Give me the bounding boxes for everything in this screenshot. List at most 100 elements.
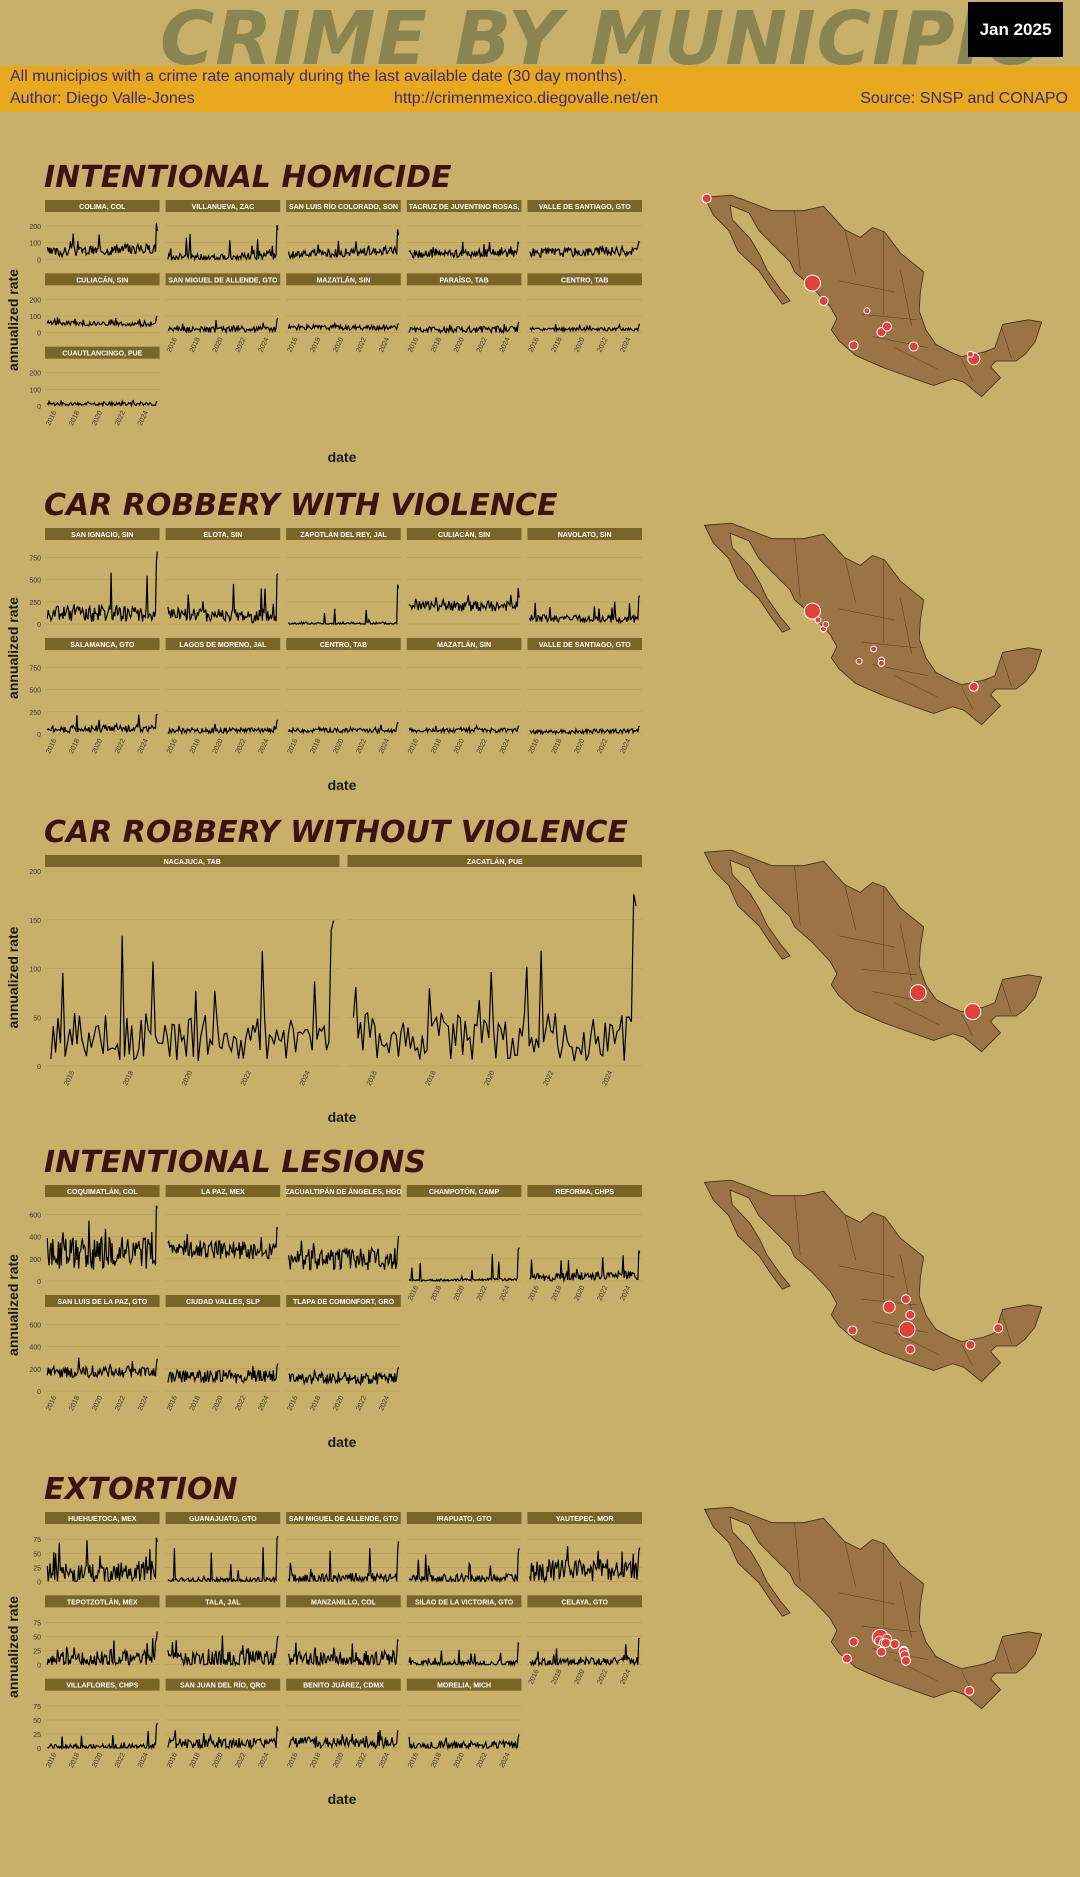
panel-label: SAN JUAN DEL RÍO, QRO bbox=[180, 1681, 266, 1690]
x-tick-label: 2024 bbox=[601, 1070, 614, 1087]
section-chart: annualized rate date COLIMA, COL 0 100 200 VIL… bbox=[5, 193, 1043, 465]
x-tick-label: 2016 bbox=[166, 1752, 179, 1769]
panel-strip bbox=[527, 528, 642, 540]
map-marker bbox=[822, 620, 830, 628]
section-chart: annualized rate date SAN IGNACIO, SIN 0 250 5… bbox=[5, 522, 1043, 793]
state-border bbox=[839, 280, 895, 293]
x-tick-label: 2024 bbox=[378, 1395, 391, 1412]
panel-label: SALAMANCA, GTO bbox=[70, 642, 135, 649]
y-tick-label: 0 bbox=[37, 1579, 41, 1586]
panel-label: COLIMA, COL bbox=[79, 204, 126, 211]
x-tick-label: 2022 bbox=[543, 1070, 556, 1087]
state-border bbox=[844, 557, 857, 604]
x-tick-label: 2022 bbox=[235, 738, 248, 755]
state-border bbox=[961, 686, 973, 710]
source-credit: Source: SNSP and CONAPO bbox=[860, 90, 1068, 107]
series-line bbox=[46, 1205, 158, 1270]
map-marker bbox=[877, 659, 885, 667]
state-border bbox=[961, 1343, 973, 1367]
panel-strip bbox=[406, 528, 522, 540]
panel-label: LAGOS DE MORENO, JAL bbox=[179, 642, 267, 649]
x-tick-label: 2024 bbox=[137, 1752, 150, 1769]
x-tick-label: 2016 bbox=[528, 336, 541, 353]
series-line bbox=[408, 723, 520, 735]
date-badge: Jan 2025 bbox=[968, 2, 1063, 57]
map-land bbox=[703, 1506, 1043, 1710]
x-tick-label: 2018 bbox=[309, 1752, 322, 1769]
state-border bbox=[844, 229, 857, 276]
x-tick-label: 2020 bbox=[91, 410, 104, 427]
panel-strip bbox=[45, 528, 160, 540]
panel-label: NAVOLATO, SIN bbox=[558, 532, 612, 539]
x-tick-label: 2016 bbox=[45, 1752, 58, 1769]
panel-strip bbox=[527, 273, 642, 286]
y-tick-label: 200 bbox=[29, 297, 41, 304]
panel-strip bbox=[165, 1595, 281, 1608]
panel-label: CULIACÁN, SIN bbox=[438, 530, 490, 539]
x-tick-label: 2024 bbox=[258, 336, 271, 353]
x-tick-label: 2018 bbox=[309, 1395, 322, 1412]
panel-strip bbox=[165, 1678, 281, 1691]
x-tick-label: 2024 bbox=[619, 336, 632, 353]
series-line bbox=[46, 222, 158, 259]
panel-label: YAUTEPEC, MOR bbox=[556, 1516, 614, 1523]
panel-label: PARAÍSO, TAB bbox=[440, 275, 489, 284]
map-marker bbox=[881, 321, 892, 332]
state-border bbox=[1001, 1639, 1012, 1671]
series-line bbox=[46, 1631, 158, 1667]
panel-strip bbox=[406, 200, 522, 212]
source-url-link[interactable]: http://crimenmexico.diegovalle.net/en bbox=[394, 90, 659, 107]
x-tick-label: 2022 bbox=[355, 1395, 368, 1412]
state-border bbox=[900, 924, 912, 981]
x-tick-label: 2020 bbox=[91, 738, 104, 755]
panel-strip bbox=[45, 273, 160, 286]
series-line bbox=[46, 551, 158, 623]
y-tick-label: 200 bbox=[29, 1367, 41, 1374]
state-border bbox=[894, 347, 940, 371]
map-marker bbox=[905, 1309, 916, 1320]
panel-strip bbox=[45, 346, 160, 359]
section-chart: annualized rate date NACAJUCA, TAB 0 50 100 15… bbox=[5, 849, 1043, 1125]
map-marker bbox=[848, 1636, 859, 1647]
map-marker bbox=[803, 602, 821, 620]
x-tick-label: 2020 bbox=[212, 336, 225, 353]
state-border bbox=[961, 358, 973, 382]
section-title: EXTORTION bbox=[44, 1472, 238, 1507]
y-axis-label: annualized rate bbox=[5, 1596, 21, 1698]
series-line bbox=[46, 1537, 158, 1582]
panel-strip bbox=[286, 1295, 401, 1307]
panel-strip bbox=[286, 1185, 401, 1197]
x-tick-label: 2022 bbox=[355, 738, 368, 755]
panel-strip bbox=[45, 638, 160, 650]
x-tick-label: 2022 bbox=[597, 1668, 610, 1685]
x-tick-label: 2024 bbox=[499, 336, 512, 353]
map-marker bbox=[701, 193, 712, 204]
state-border bbox=[861, 642, 918, 649]
panel-strip bbox=[165, 1185, 281, 1197]
map-land bbox=[703, 522, 1043, 726]
x-tick-label: 2024 bbox=[258, 738, 271, 755]
state-border bbox=[839, 608, 895, 621]
map-marker bbox=[964, 1003, 982, 1021]
panel-label: VALLE DE SANTIAGO, GTO bbox=[539, 642, 631, 649]
series-line bbox=[287, 584, 400, 626]
series-line bbox=[288, 1366, 400, 1387]
x-tick-label: 2022 bbox=[476, 336, 489, 353]
state-border bbox=[861, 314, 918, 321]
series-line bbox=[167, 1635, 279, 1667]
y-tick-label: 75 bbox=[33, 1704, 41, 1711]
x-tick-label: 2018 bbox=[189, 1395, 202, 1412]
map-marker bbox=[863, 307, 871, 315]
map-land bbox=[703, 194, 1043, 398]
state-border bbox=[839, 1592, 895, 1605]
panel-label: CENTRO, TAB bbox=[320, 642, 367, 649]
map-marker bbox=[909, 984, 927, 1002]
map-marker bbox=[965, 1339, 976, 1350]
y-axis-label: annualized rate bbox=[5, 1254, 21, 1356]
map-marker bbox=[908, 341, 919, 352]
series-line bbox=[408, 587, 520, 613]
x-tick-label: 2022 bbox=[240, 1070, 253, 1087]
map-marker bbox=[870, 645, 878, 653]
map-marker bbox=[905, 1344, 916, 1355]
y-tick-label: 100 bbox=[29, 241, 41, 248]
